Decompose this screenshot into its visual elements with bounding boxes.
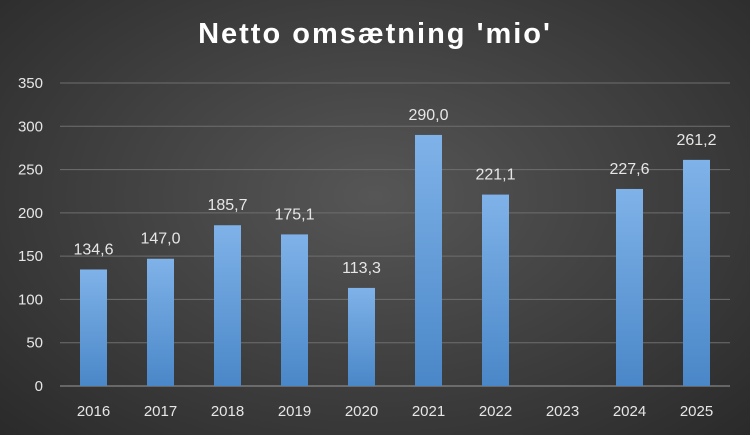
x-tick-label: 2018 [211,403,244,420]
x-tick-label: 2022 [479,403,512,420]
x-tick-label: 2019 [278,403,311,420]
y-tick-label: 200 [18,205,43,222]
bar [147,258,174,386]
bar [214,225,241,386]
data-label: 221,1 [475,167,515,184]
bar [281,234,308,386]
y-tick-label: 300 [18,118,43,135]
x-tick-label: 2025 [680,403,713,420]
y-tick-label: 50 [26,335,43,352]
data-label: 290,0 [408,107,448,124]
bar [683,159,710,386]
data-label: 147,0 [140,231,180,248]
bar [415,134,442,386]
x-tick-label: 2020 [345,403,378,420]
x-tick-label: 2016 [77,403,110,420]
y-tick-label: 0 [35,378,43,395]
y-tick-label: 250 [18,162,43,179]
data-label: 261,2 [676,132,716,149]
y-tick-label: 100 [18,291,43,308]
y-tick-label: 150 [18,248,43,265]
y-tick-label: 350 [18,75,43,92]
data-label: 185,7 [207,197,247,214]
bar [616,188,643,386]
chart-title: Netto omsætning 'mio' [198,18,552,50]
data-label: 134,6 [73,241,113,258]
x-tick-label: 2021 [412,403,445,420]
x-tick-label: 2017 [144,403,177,420]
data-label: 175,1 [274,206,314,223]
bar [482,194,509,386]
x-tick-label: 2023 [546,403,579,420]
x-tick-label: 2024 [613,403,646,420]
bar [348,287,375,386]
bar [80,269,107,386]
data-label: 113,3 [342,260,381,277]
data-label: 227,6 [609,161,649,178]
